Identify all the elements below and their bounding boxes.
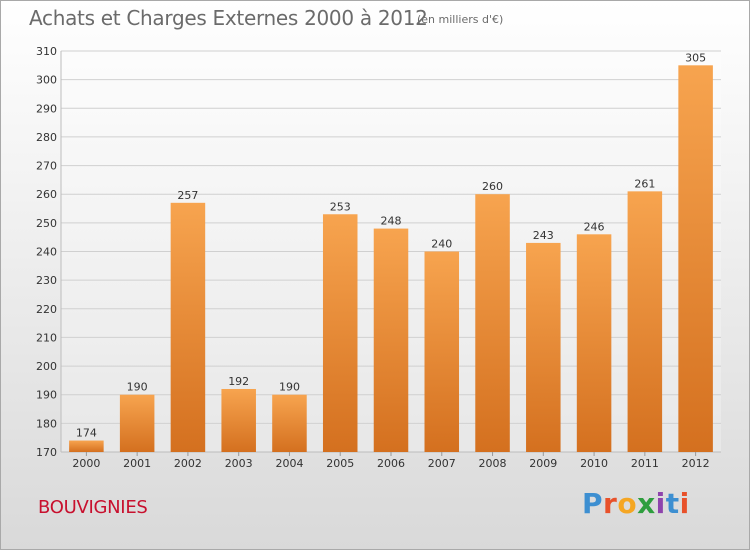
y-tick-label: 260 [36, 188, 57, 201]
x-tick-label: 2010 [580, 457, 608, 470]
bar [678, 65, 713, 453]
bar [170, 202, 206, 452]
proxiti-logo[interactable]: Proxiti [582, 487, 690, 520]
bar [221, 388, 256, 452]
logo-letter: x [637, 487, 656, 520]
y-tick-label: 190 [36, 389, 57, 402]
data-label: 260 [482, 180, 503, 193]
bar [322, 214, 358, 452]
bar [272, 394, 307, 452]
y-tick-label: 310 [36, 45, 57, 58]
y-tick-label: 210 [36, 331, 57, 344]
data-label: 253 [330, 200, 351, 213]
bar [526, 242, 561, 452]
logo-letter: r [603, 487, 618, 520]
x-axis-ticks: 2000 2001 2002 2003 2004 2005 2006 2007 2008 2009… [72, 452, 710, 470]
y-tick-label: 220 [36, 303, 57, 316]
chart-title: Achats et Charges Externes 2000 à 2012 [29, 6, 428, 30]
x-tick-label: 2000 [72, 457, 100, 470]
bar [69, 440, 104, 452]
bar [119, 394, 155, 452]
data-labels: 174 190 257 192 190 253 248 240 260 243 246 261 305 [76, 51, 706, 439]
x-tick-label: 2006 [377, 457, 405, 470]
y-tick-label: 270 [36, 160, 57, 173]
y-tick-label: 290 [36, 102, 57, 115]
data-label: 240 [431, 238, 452, 251]
logo-letter: i [655, 487, 666, 520]
bar [475, 194, 510, 452]
logo-letter: i [679, 487, 690, 520]
data-label: 305 [685, 51, 706, 64]
y-axis-ticks: 170 180 190 200 210 220 230 240 250 260 270 280 290 3… [36, 45, 57, 459]
x-tick-label: 2009 [529, 457, 557, 470]
bar [627, 191, 663, 452]
data-label: 192 [228, 375, 249, 388]
data-label: 257 [177, 189, 198, 202]
y-tick-label: 280 [36, 131, 57, 144]
x-tick-label: 2011 [631, 457, 659, 470]
bar [424, 251, 460, 452]
logo-letter: P [582, 487, 604, 520]
logo-letter: o [617, 487, 638, 520]
y-tick-label: 200 [36, 360, 57, 373]
x-tick-label: 2008 [479, 457, 507, 470]
x-tick-label: 2001 [123, 457, 151, 470]
logo-letter: t [665, 487, 680, 520]
y-tick-label: 300 [36, 74, 57, 87]
y-tick-label: 240 [36, 246, 57, 259]
data-label: 243 [533, 229, 554, 242]
x-tick-label: 2004 [275, 457, 303, 470]
x-tick-label: 2007 [428, 457, 456, 470]
y-tick-label: 230 [36, 274, 57, 287]
bars [69, 65, 713, 453]
x-tick-label: 2002 [174, 457, 202, 470]
x-tick-label: 2005 [326, 457, 354, 470]
x-tick-label: 2012 [682, 457, 710, 470]
data-label: 190 [279, 381, 300, 394]
data-label: 246 [584, 220, 605, 233]
data-label: 248 [381, 215, 402, 228]
data-label: 261 [634, 177, 655, 190]
chart-subtitle: (en milliers d'€) [417, 13, 504, 26]
y-tick-label: 170 [36, 446, 57, 459]
y-tick-label: 250 [36, 217, 57, 230]
y-tick-label: 180 [36, 417, 57, 430]
bar [576, 234, 612, 452]
bar [373, 228, 409, 452]
data-label: 190 [127, 381, 148, 394]
place-name: BOUVIGNIES [38, 497, 148, 518]
x-tick-label: 2003 [225, 457, 253, 470]
data-label: 174 [76, 427, 97, 440]
